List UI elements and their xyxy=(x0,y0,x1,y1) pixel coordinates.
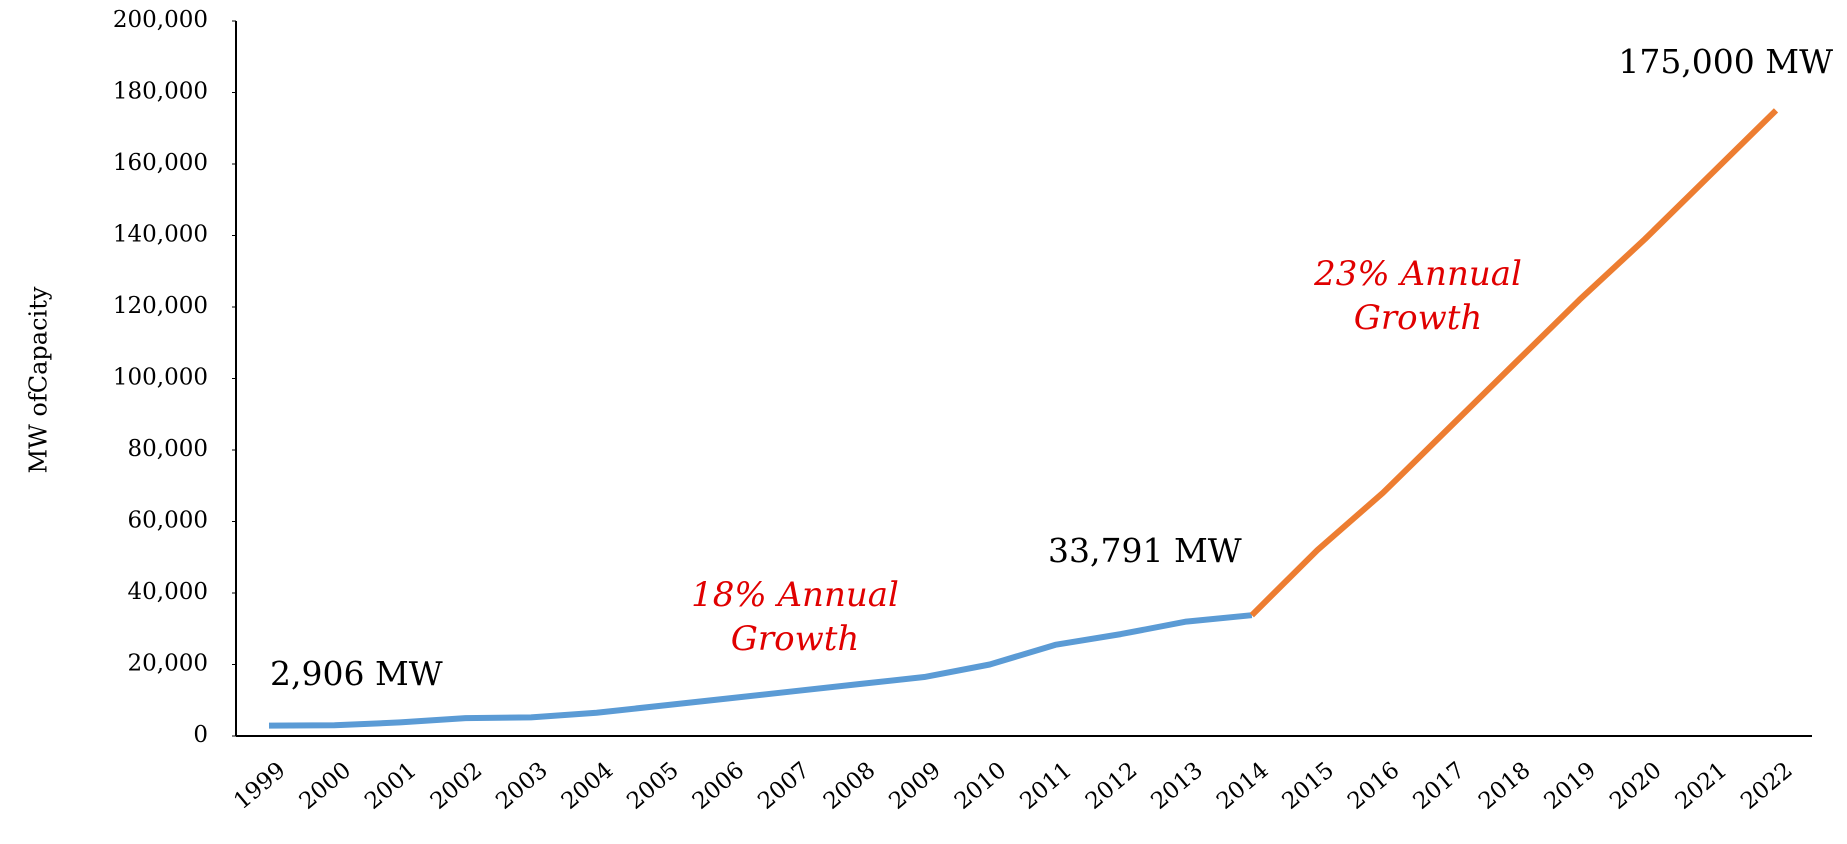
value-annotation: 175,000 MW xyxy=(1618,42,1833,81)
x-tick-label: 2005 xyxy=(622,757,684,815)
x-tick-label: 2017 xyxy=(1409,757,1471,815)
x-tick-label: 2013 xyxy=(1146,757,1208,815)
y-tick-label: 60,000 xyxy=(128,508,208,534)
y-tick-label: 20,000 xyxy=(128,651,208,677)
y-tick-label: 160,000 xyxy=(113,150,208,176)
x-tick-label: 2010 xyxy=(950,757,1012,815)
growth-annotation: Growth xyxy=(731,619,860,659)
y-tick-label: 180,000 xyxy=(113,79,208,105)
x-tick-label: 2022 xyxy=(1736,757,1798,815)
x-tick-label: 2000 xyxy=(295,757,357,815)
x-tick-label: 2018 xyxy=(1474,757,1536,815)
x-tick-label: 2007 xyxy=(753,757,815,815)
x-tick-label: 2016 xyxy=(1343,757,1405,815)
x-tick-label: 2009 xyxy=(884,757,946,815)
x-tick-label: 2003 xyxy=(491,757,553,815)
x-tick-label: 1999 xyxy=(229,757,291,815)
x-tick-label: 2019 xyxy=(1540,757,1602,815)
series-line xyxy=(1249,108,1779,618)
series-line xyxy=(268,612,1253,729)
y-tick-label: 140,000 xyxy=(113,222,208,248)
x-tick-label: 2011 xyxy=(1015,757,1077,815)
growth-annotation: Growth xyxy=(1354,298,1483,338)
x-tick-label: 2001 xyxy=(360,757,422,815)
y-tick-label: 200,000 xyxy=(113,7,208,33)
y-tick-label: 100,000 xyxy=(113,365,208,391)
value-annotation: 2,906 MW xyxy=(270,654,443,693)
x-tick-label: 2014 xyxy=(1212,757,1274,815)
x-tick-label: 2008 xyxy=(819,757,881,815)
value-annotation: 33,791 MW xyxy=(1048,531,1242,570)
y-axis-label: MW ofCapacity xyxy=(25,286,53,473)
y-tick-label: 80,000 xyxy=(128,436,208,462)
x-tick-label: 2020 xyxy=(1605,757,1667,815)
growth-annotation: 18% Annual xyxy=(691,575,899,615)
growth-annotation: 23% Annual xyxy=(1313,254,1522,294)
x-tick-label: 2012 xyxy=(1081,757,1143,815)
x-tick-label: 2015 xyxy=(1277,757,1339,815)
x-tick-label: 2021 xyxy=(1671,757,1733,815)
y-tick-label: 40,000 xyxy=(128,579,208,605)
y-tick-label: 0 xyxy=(193,722,208,748)
y-tick-label: 120,000 xyxy=(113,293,208,319)
x-tick-label: 2006 xyxy=(688,757,750,815)
x-tick-label: 2002 xyxy=(426,757,488,815)
x-tick-label: 2004 xyxy=(557,757,619,815)
